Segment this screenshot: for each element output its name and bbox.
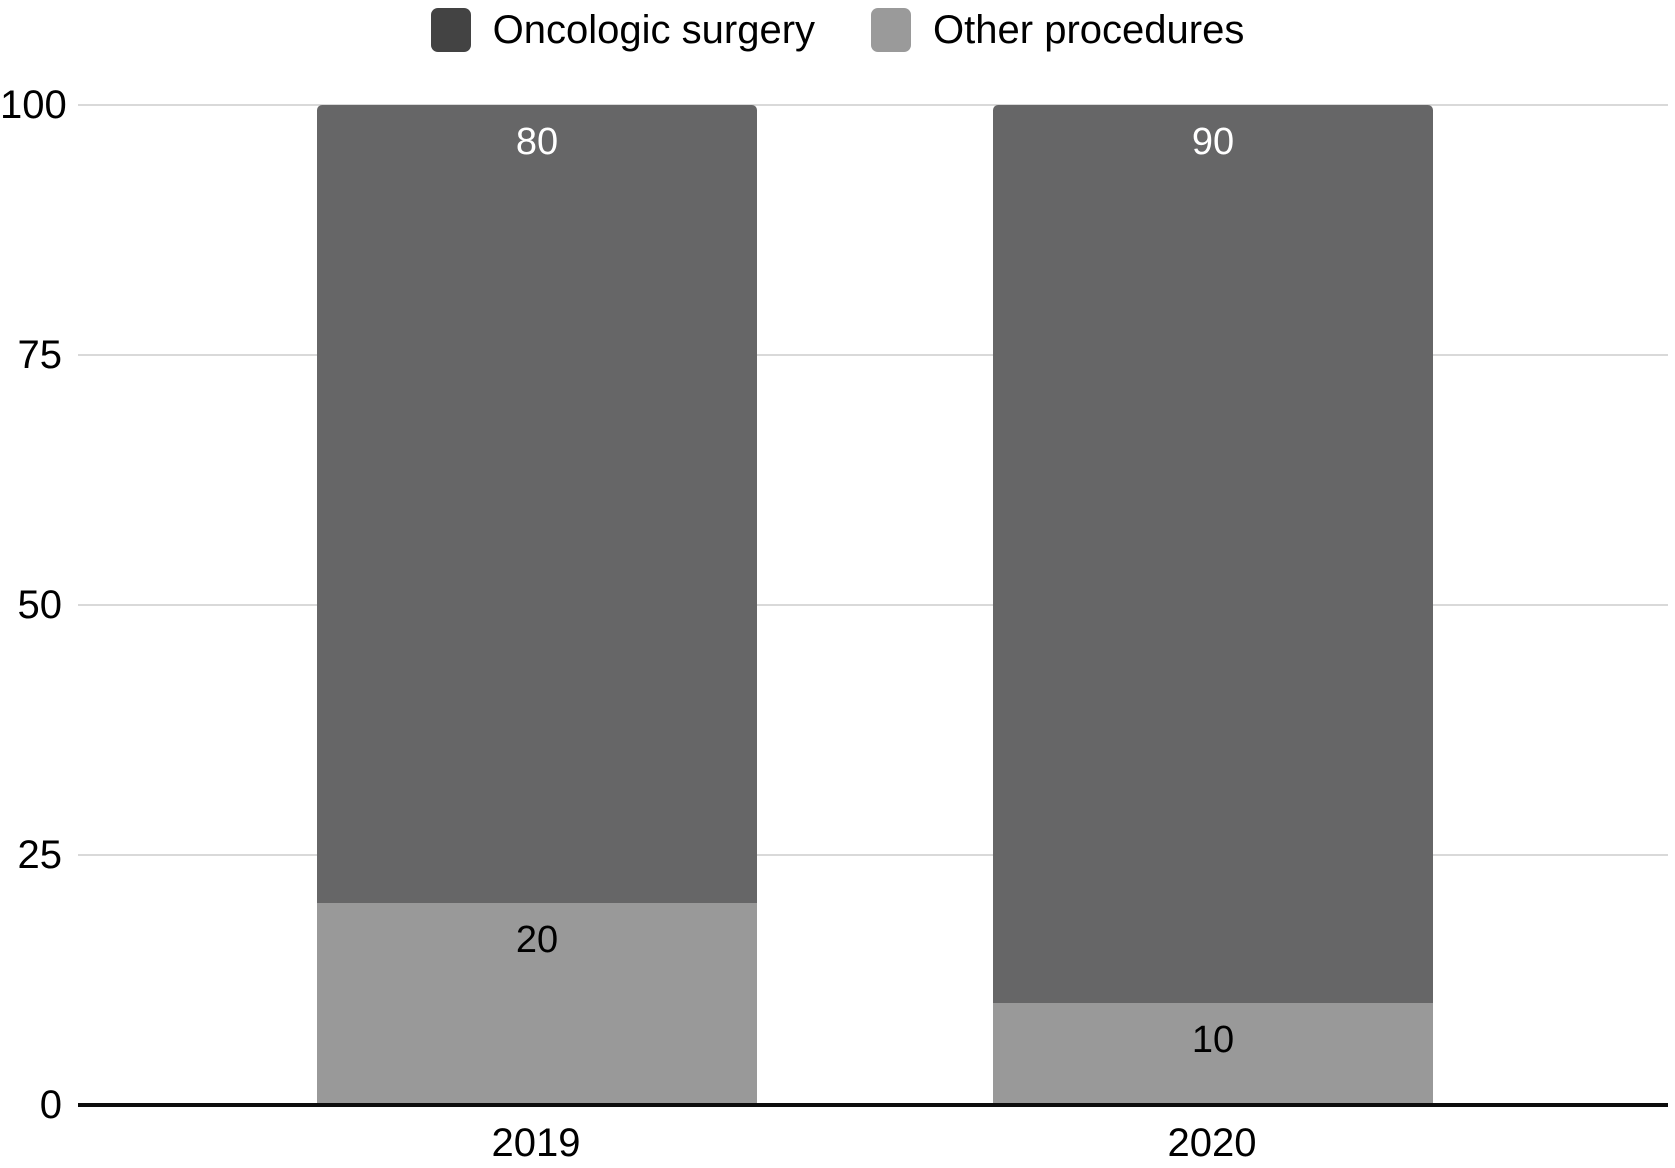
legend-label-other-procedures: Other procedures [933,8,1245,52]
gridline-25 [78,854,1668,856]
bar-2020-value-oncologic-surgery: 90 [1191,121,1235,164]
bar-2019-value-oncologic-surgery: 80 [515,121,559,164]
chart-legend: Oncologic surgery Other procedures [0,4,1675,56]
gridline-100 [78,104,1668,106]
bar-2019-segment-oncologic-surgery: 80 [317,105,757,904]
legend-swatch-other-procedures [871,8,912,52]
bar-2019: 80 20 [317,105,757,1103]
y-tick-label-0: 0 [39,1083,62,1127]
x-tick-label-2020: 2020 [1167,1121,1257,1165]
y-tick-label-50: 50 [17,583,63,627]
legend-label-oncologic-surgery: Oncologic surgery [492,8,816,52]
y-tick-label-100: 100 [0,83,67,127]
y-tick-label-75: 75 [17,333,63,377]
gridline-75 [78,354,1668,356]
legend-swatch-oncologic-surgery [430,8,471,52]
y-tick-label-25: 25 [17,833,63,877]
bar-2020-value-other-procedures: 10 [1191,1019,1235,1062]
gridline-50 [78,604,1668,606]
bar-2020: 90 10 [993,105,1433,1103]
x-axis-line [78,1103,1668,1107]
bar-2020-segment-oncologic-surgery: 90 [993,105,1433,1004]
legend-item-other-procedures: Other procedures [871,6,1244,54]
bar-2019-segment-other-procedures: 20 [317,903,757,1103]
x-tick-label-2019: 2019 [491,1121,581,1165]
bar-2020-segment-other-procedures: 10 [993,1003,1433,1103]
legend-item-oncologic-surgery: Oncologic surgery [430,6,816,54]
bar-2019-value-other-procedures: 20 [515,919,559,962]
